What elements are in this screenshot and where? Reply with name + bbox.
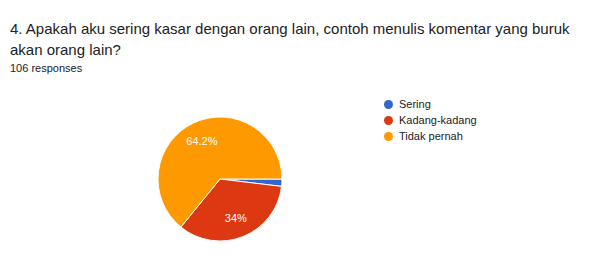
html-text:106 responses: 106 responses	[10, 62, 83, 74]
html-text:Tidak pernah: Tidak pernah	[399, 130, 463, 142]
html-text:Kadang-kadang: Kadang-kadang	[399, 114, 477, 126]
html-text:4. Apakah aku sering kasar den: 4. Apakah aku sering kasar dengan orang …	[10, 20, 570, 58]
svg-text:34%: 34%	[225, 212, 247, 224]
svg-text:64.2%: 64.2%	[186, 135, 217, 147]
html-text:Sering: Sering	[399, 98, 431, 110]
